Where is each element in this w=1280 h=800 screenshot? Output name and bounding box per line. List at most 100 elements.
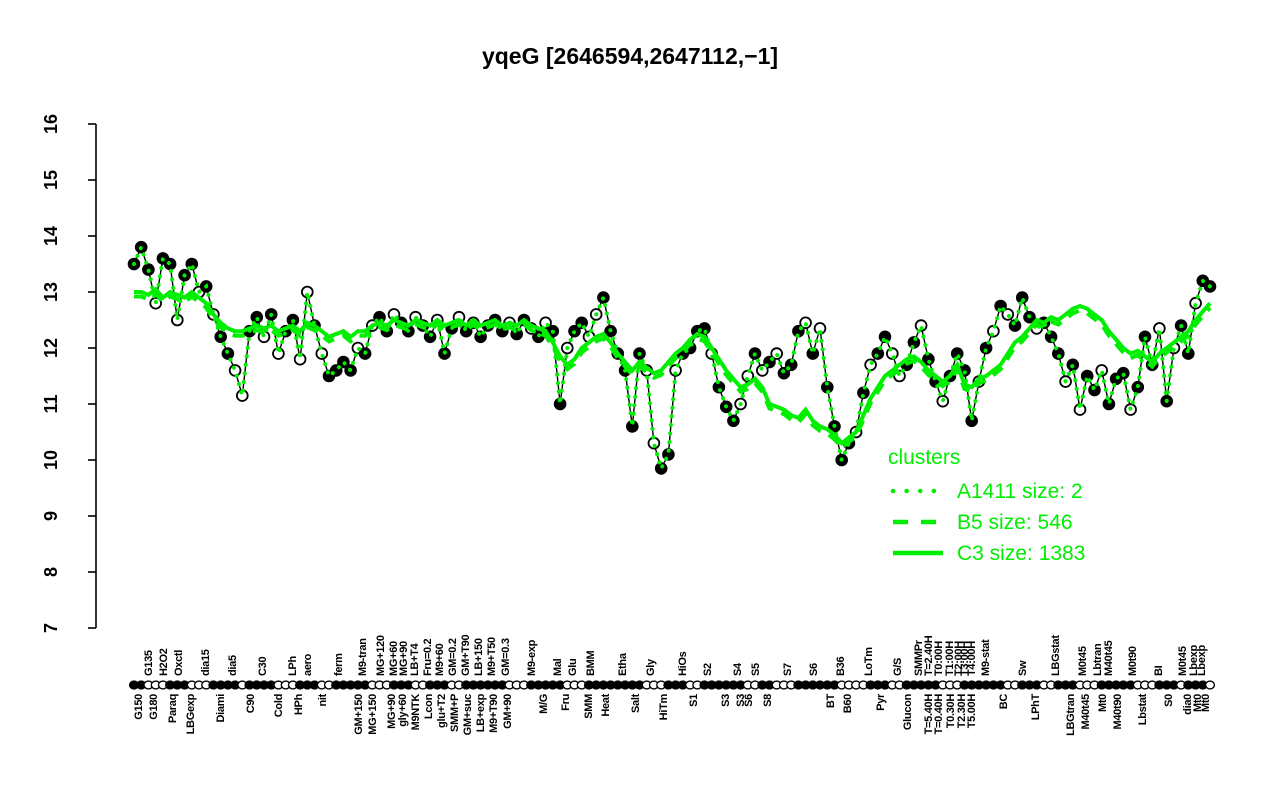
x-label-top: T4:00H [966, 641, 978, 676]
gene-point-filled [777, 366, 791, 380]
x-label-bottom: HPh [293, 693, 305, 715]
x-label-top: dia5 [227, 655, 239, 676]
x-label-bottom: LBGexp [185, 693, 197, 734]
y-axis: 7 8 9 10 11 12 13 14 15 16 [41, 114, 97, 633]
legend-title: clusters [888, 446, 960, 469]
x-label-top: M9-tran [357, 638, 369, 676]
x-label-top: LoTm [863, 647, 875, 676]
x-label-top: T2:00H [953, 641, 965, 676]
x-label-bottom: Diami [215, 694, 227, 723]
x-label-top: Lbtran [1092, 643, 1104, 676]
x-label-top: C30 [257, 657, 269, 676]
x-label-top: M9+T50 [486, 637, 498, 676]
x-label-bottom: Mt0 [1192, 694, 1204, 712]
gene-point-filled [1008, 319, 1022, 332]
x-label-bottom: Paraq [167, 694, 179, 723]
x-label-bottom: gly+60 [397, 694, 409, 727]
x-label-bottom: GM+150 [353, 694, 365, 735]
x-label-top: dia15 [200, 649, 212, 676]
x-label-bottom: nit [317, 693, 329, 706]
x-label-top: MG+90 [398, 641, 410, 676]
x-label-top: M0t90 [1127, 646, 1139, 676]
x-label-bottom: MG+150 [367, 694, 379, 735]
x-label-top: S2 [702, 663, 714, 676]
x-label-bottom: GM+suc [462, 694, 474, 735]
x-label-top: LBGstat [1050, 635, 1062, 676]
x-label-top: HiOs [677, 651, 689, 676]
condition-symbol-open [1204, 680, 1216, 690]
x-label-top: M0t45 [1077, 646, 1089, 676]
x-label-bottom: S6 [743, 694, 755, 707]
x-label-bottom: B60 [842, 694, 854, 713]
plot-series [127, 240, 1217, 475]
x-label-bottom: HiTm [658, 693, 670, 720]
x-label-bottom: BC [998, 694, 1010, 710]
gene-point-filled [871, 347, 885, 360]
x-label-top: T3:00H [959, 641, 971, 676]
legend-item-label: C3 size: 1383 [957, 542, 1085, 565]
x-label-bottom: S3 [720, 694, 732, 707]
y-tick-label: 8 [41, 567, 61, 577]
x-label-top: S6 [808, 663, 820, 676]
x-label-top: MG+120 [375, 635, 387, 676]
x-label-bottom: M9NTK [410, 694, 422, 731]
x-label-bottom: T0.30H [945, 694, 957, 729]
x-label-top: S4 [732, 662, 744, 676]
x-label-top: T1:00H [944, 641, 956, 676]
x-label-top: G/S [892, 658, 904, 676]
x-label-bottom: Lbstat [1137, 693, 1149, 725]
x-label-top: SMMPr [913, 639, 925, 676]
x-label-top: Sw [1017, 660, 1029, 676]
x-label-bottom: dia0 [1182, 694, 1194, 715]
x-label-top: GM=0.3 [500, 638, 512, 676]
x-label-bottom: S3 [735, 694, 747, 707]
gene-point-open [914, 319, 928, 332]
x-label-bottom: M/G [538, 694, 550, 714]
y-tick-label: 9 [41, 511, 61, 521]
gene-point-open [1095, 364, 1108, 377]
gene-point-open [864, 358, 877, 372]
x-label-top: Glu [567, 659, 579, 676]
x-label-top: M0t45 [1177, 646, 1189, 676]
x-label-bottom: glu+T2 [436, 694, 448, 728]
x-label-top: GM=0.2 [447, 638, 459, 676]
y-tick-label: 7 [41, 623, 61, 633]
x-label-top: M40t45 [1103, 640, 1115, 676]
x-axis-labels: G135 H2O2 Oxctl dia15 dia5 C30 LPh aero ferm M9-t… [133, 635, 1212, 736]
x-label-top: Mal [552, 658, 564, 676]
x-label-bottom: G150 [133, 694, 145, 720]
y-tick-label: 11 [41, 394, 61, 413]
y-tick-label: 15 [41, 170, 61, 190]
legend-item-label: A1411 size: 2 [957, 480, 1083, 503]
x-axis-symbol-band [128, 680, 1216, 690]
y-tick-label: 16 [41, 114, 61, 134]
x-label-top: GM+T90 [460, 635, 472, 676]
x-label-bottom: Lcon [423, 693, 435, 719]
x-label-bottom: G180 [148, 694, 160, 720]
x-label-top: Lbexp [1188, 645, 1200, 676]
x-label-top: LPh [287, 656, 299, 676]
x-label-top: LB+T4 [409, 642, 421, 676]
x-label-top: M9-stat [980, 639, 992, 676]
x-label-bottom: S8 [762, 694, 774, 707]
gene-point-filled [979, 341, 993, 355]
x-label-top: G135 [143, 650, 155, 676]
x-label-bottom: MG+90 [386, 694, 398, 729]
x-label-bottom: S0 [1163, 694, 1175, 707]
x-label-bottom: Glucon [902, 693, 914, 730]
x-label-bottom: M9+T90 [488, 694, 500, 733]
x-label-bottom: GM+90 [502, 694, 514, 729]
x-label-bottom: M40t45 [1080, 694, 1092, 730]
x-label-bottom: LPhT [1030, 693, 1042, 720]
x-label-bottom: BT [825, 693, 837, 708]
x-label-bottom: T2.30H [956, 694, 968, 729]
legend: clusters A1411 size: 2 B5 size: 546 C3 siz… [888, 446, 1085, 565]
x-label-bottom: LB+exp [475, 693, 487, 732]
x-label-bottom: Salt [630, 693, 642, 713]
x-label-top: MG+60 [388, 641, 400, 676]
x-label-bottom: Mt0 [1097, 694, 1109, 712]
x-label-top: LB+150 [473, 638, 485, 676]
x-label-bottom: T5.00H [966, 694, 978, 729]
x-label-top: B36 [835, 657, 847, 676]
x-label-top: Oxctl [173, 650, 185, 676]
